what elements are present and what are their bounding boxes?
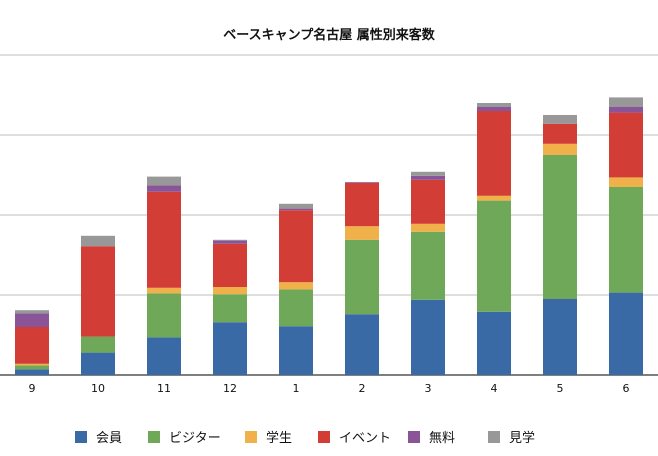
x-tick-label: 10 [91,382,105,395]
x-axis-ticks: 9 10 11 12 1 2 3 4 5 6 [29,382,630,395]
x-tick-label: 1 [293,382,300,395]
legend-label: 会員 [96,431,122,446]
bar-segment-6-1 [609,187,643,293]
bar-segment-2-4 [345,182,379,183]
bar-segment-1-3 [279,210,313,283]
bar-segment-12-4 [213,240,247,244]
bar-segment-11-0 [147,337,181,375]
bar-segment-1-0 [279,326,313,375]
bar-segment-4-0 [477,311,511,375]
legend-swatch [245,431,257,443]
bar-segment-4-3 [477,111,511,196]
bar-segment-4-5 [477,103,511,107]
legend: 会員 ビジター 学生 イベント 無料 見学 [75,430,535,446]
bar-segment-5-0 [543,299,577,375]
bar-segment-6-0 [609,292,643,375]
bar-segment-2-3 [345,183,379,227]
legend-swatch [318,431,330,443]
legend-label: ビジター [169,431,221,446]
bar-segment-3-0 [411,299,445,375]
bar-segment-10-1 [81,336,115,353]
bar-segment-12-0 [213,322,247,375]
bar-segment-2-0 [345,314,379,375]
bar-segment-3-2 [411,223,445,232]
legend-label: イベント [339,431,391,446]
bar-segment-11-1 [147,293,181,338]
bar-segment-5-3 [543,123,577,144]
bar-segment-4-4 [477,107,511,111]
bar-segment-2-2 [345,226,379,240]
bar-segment-6-3 [609,112,643,178]
bar-segment-9-3 [15,327,49,364]
bar-segment-11-5 [147,176,181,186]
bar-segment-6-4 [609,107,643,113]
legend-item: 学生 [245,430,292,446]
bar-segment-9-4 [15,313,49,327]
x-tick-label: 6 [623,382,630,395]
bar-segment-5-2 [543,143,577,155]
legend-swatch [75,431,87,443]
bar-segment-5-1 [543,155,577,299]
bar-segment-11-3 [147,191,181,288]
bar-segment-4-1 [477,200,511,312]
bar-segment-10-5 [81,235,115,247]
x-tick-label: 9 [29,382,36,395]
bar-segment-9-2 [15,363,49,366]
bar-segment-6-5 [609,97,643,107]
x-tick-label: 2 [359,382,366,395]
bar-segment-11-2 [147,287,181,294]
x-tick-label: 3 [425,382,432,395]
x-tick-label: 5 [557,382,564,395]
x-tick-label: 11 [157,382,171,395]
bar-segment-1-4 [279,208,313,211]
legend-swatch [408,431,420,443]
bar-segment-9-0 [15,369,49,375]
bar-segment-10-3 [81,246,115,337]
legend-swatch [148,431,160,443]
bar-segment-3-5 [411,171,445,176]
chart-title: ベースキャンプ名古屋 属性別来客数 [223,27,435,43]
bar-segment-12-1 [213,294,247,323]
x-tick-label: 12 [223,382,237,395]
legend-item: ビジター [148,431,221,446]
legend-label: 無料 [429,431,455,446]
bar-segment-6-2 [609,177,643,187]
bar-segment-12-3 [213,243,247,287]
legend-label: 見学 [509,430,535,446]
legend-swatch [488,431,500,443]
legend-item: 会員 [75,431,122,446]
legend-item: 無料 [408,431,455,446]
bar-segment-3-1 [411,231,445,300]
bar-segment-9-1 [15,365,49,370]
bar-segment-3-4 [411,175,445,180]
bar-segment-1-5 [279,203,313,209]
legend-item: イベント [318,431,391,446]
bar-segment-12-5 [213,239,247,241]
legend-label: 学生 [266,430,292,446]
bar-segment-3-3 [411,179,445,224]
bar-segment-11-4 [147,185,181,192]
bar-segment-10-0 [81,352,115,375]
bar-segment-1-2 [279,282,313,290]
x-tick-label: 4 [491,382,498,395]
bar-segment-1-1 [279,289,313,327]
bar-segment-2-1 [345,239,379,315]
bar-segment-4-2 [477,195,511,201]
bar-segment-5-5 [543,115,577,124]
legend-item: 見学 [488,430,535,446]
bars [15,97,643,375]
bar-segment-9-5 [15,310,49,314]
bar-segment-12-2 [213,287,247,295]
